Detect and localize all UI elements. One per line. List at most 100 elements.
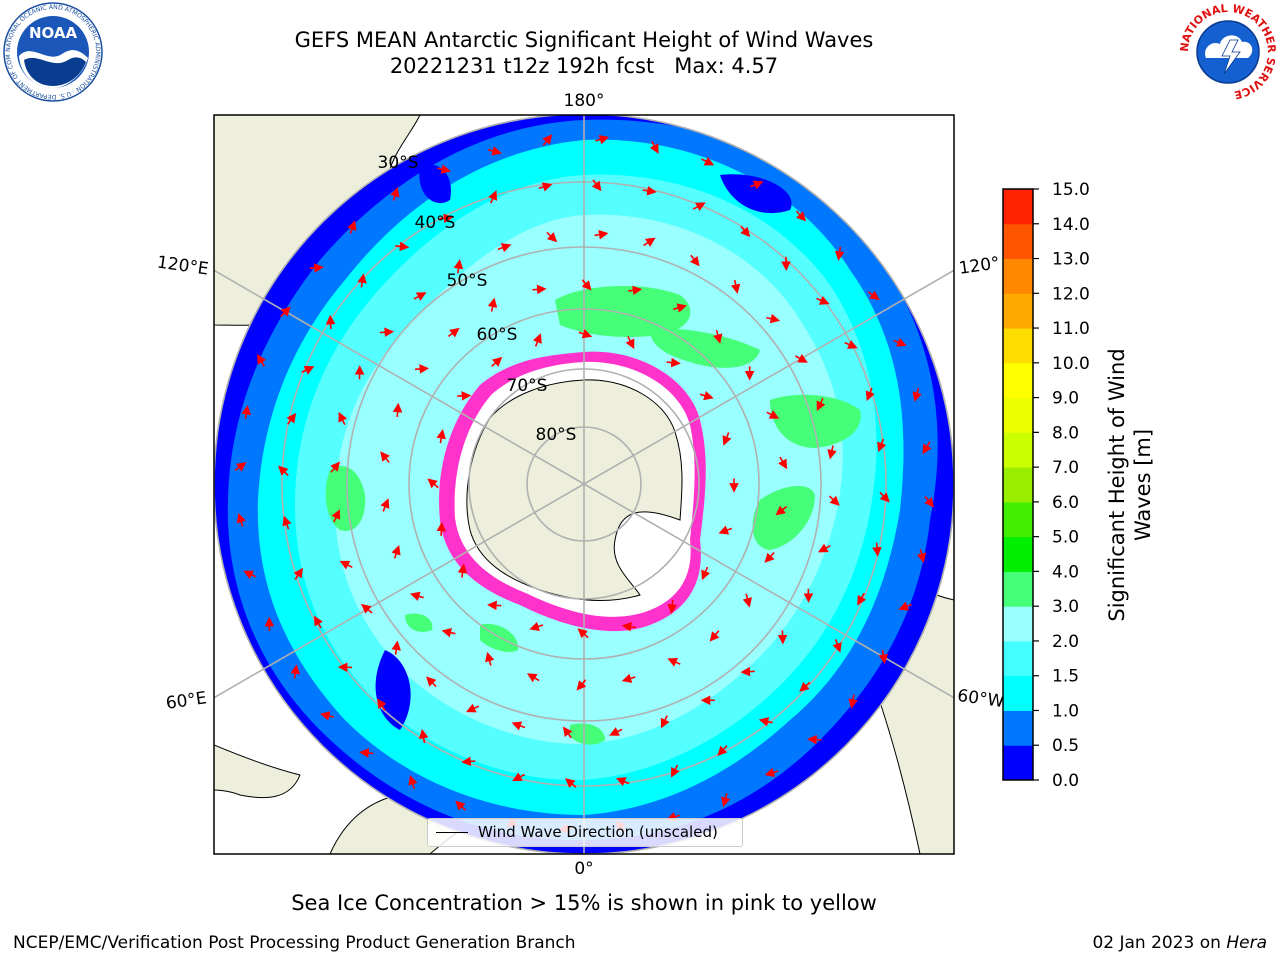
wave-direction-arrow [699, 390, 714, 401]
colorbar-tick-label: 2.0 [1052, 632, 1079, 652]
colorbar-blocks [1003, 189, 1033, 781]
meridian-60w [583, 483, 954, 699]
nws-logo: NATIONAL WEATHER SERVICE [1178, 2, 1278, 101]
wave-direction-arrow [487, 297, 498, 312]
wave-direction-arrow [511, 721, 526, 731]
wave-direction-arrow [457, 391, 472, 401]
noaa-wave-icon [24, 57, 86, 86]
wave-direction-arrow [532, 333, 542, 347]
figure-subtitle: 20221231 t12z 192h fcst Max: 4.57 [389, 54, 779, 78]
lat-label-50s: 50°S [447, 271, 488, 291]
colorbar-block [1003, 571, 1033, 607]
wave-direction-arrow [426, 676, 437, 688]
wave-direction-arrow [718, 525, 733, 535]
nws-lightning-icon [1221, 39, 1241, 75]
wave-direction-arrow [795, 210, 807, 222]
wave-direction-arrow [532, 284, 547, 295]
wave-direction-arrow [330, 461, 341, 473]
wave-direction-arrow [576, 679, 587, 691]
wave-direction-arrow [581, 279, 592, 291]
colorbar-block [1003, 745, 1033, 781]
wave-direction-arrow [827, 445, 837, 460]
legend-line-swatch [436, 832, 468, 833]
lon-label-0: 0° [574, 859, 593, 879]
colorbar-tick-label: 0.0 [1052, 771, 1079, 791]
noaa-logo: NATIONAL OCEANIC AND ATMOSPHERIC ADMINIS… [2, 2, 103, 102]
wave-direction-arrow [750, 180, 764, 190]
wave-direction-arrow [538, 182, 553, 192]
colorbar-block [1003, 189, 1033, 225]
wave-direction-arrow [740, 666, 755, 677]
colorbar-block [1003, 606, 1033, 642]
wave-direction-arrow [512, 772, 526, 782]
wave-direction-arrow [453, 259, 464, 274]
wave-direction-arrow [290, 664, 300, 679]
wave-direction-arrow [414, 364, 430, 374]
lat-label-60s: 60°S [477, 325, 518, 345]
colorbar-block [1003, 675, 1033, 711]
wave-direction-arrow [834, 246, 845, 261]
wave-direction-arrow [764, 552, 775, 563]
colorbar-tick-label: 1.0 [1052, 701, 1079, 721]
wave-direction-arrow [277, 465, 289, 477]
wave-direction-arrow [466, 703, 480, 713]
wave-direction-arrow [807, 734, 822, 745]
wave-direction-arrow [730, 279, 741, 294]
colorbar-tick-label: 11.0 [1052, 319, 1090, 339]
wave-direction-arrow [546, 231, 558, 243]
colorbar-tick-label: 13.0 [1052, 250, 1090, 270]
wave-direction-arrow [357, 273, 367, 288]
wave-direction-arrow [578, 329, 593, 339]
wave-direction-arrow [848, 694, 858, 709]
noaa-logo-text: NOAA [29, 24, 78, 42]
wave-direction-arrow [359, 748, 374, 758]
map-frame [213, 114, 955, 855]
wave-direction-arrow [309, 263, 324, 273]
band-3.0-4.0-patch [650, 328, 760, 368]
wave-direction-arrow [778, 456, 788, 470]
colorbar-tick-label: 15.0 [1052, 180, 1090, 200]
wave-direction-arrow [591, 179, 602, 192]
band-0-0.5-pocket [720, 174, 792, 214]
wave-direction-arrow [379, 327, 395, 338]
lat-label-30s: 30°S [378, 153, 419, 173]
wind-wave-arrows [234, 134, 934, 834]
colorbar-tick-label: 14.0 [1052, 215, 1090, 235]
band-3.0-4.0-patch [570, 723, 605, 745]
wave-direction-arrow [241, 404, 251, 420]
wave-direction-arrow [319, 711, 334, 721]
wave-direction-arrow [487, 146, 502, 156]
footer-date-text: 02 Jan 2023 on [1092, 933, 1227, 953]
wave-direction-arrow [338, 411, 348, 426]
wave-direction-arrow [437, 164, 452, 174]
wave-direction-arrow [293, 567, 303, 581]
wave-direction-arrow [795, 353, 808, 363]
meridian-120w [583, 269, 954, 485]
wave-direction-arrow [766, 410, 780, 419]
colorbar-block [1003, 501, 1033, 538]
legend-label: Wind Wave Direction (unscaled) [478, 823, 718, 841]
band-3.0-4.0-patch [770, 394, 861, 448]
wave-direction-arrow [408, 775, 418, 789]
wave-direction-arrow [455, 800, 467, 811]
wave-direction-arrow [339, 560, 353, 570]
wave-direction-arrow [390, 187, 400, 201]
wave-direction-arrow [671, 764, 680, 778]
wave-direction-arrow [314, 615, 323, 629]
wave-direction-arrow [844, 340, 858, 349]
wave-direction-arrow [740, 225, 751, 238]
wave-direction-arrow [877, 438, 887, 453]
wave-direction-arrow [301, 366, 315, 375]
wave-direction-arrow [758, 717, 773, 727]
wave-direction-arrow [621, 622, 636, 632]
wave-direction-arrow [562, 726, 573, 739]
lon-label-180: 180° [564, 91, 605, 111]
figure-title: GEFS MEAN Antarctic Significant Height o… [294, 28, 874, 52]
wave-direction-arrow [667, 657, 681, 667]
wave-direction-arrow [280, 306, 291, 318]
wave-direction-arrow [721, 793, 731, 808]
colorbar-tick-label: 1.5 [1052, 667, 1079, 687]
wave-direction-arrow [243, 570, 257, 580]
